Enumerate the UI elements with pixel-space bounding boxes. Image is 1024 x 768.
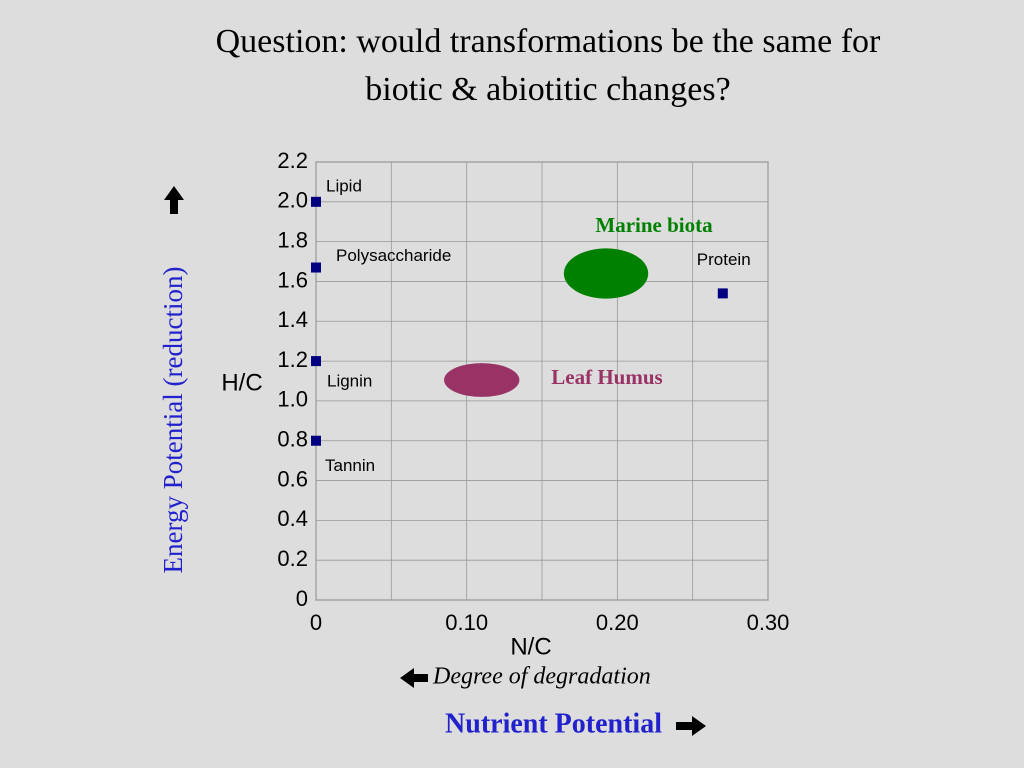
point-label: Tannin: [325, 456, 375, 475]
x-concept: Nutrient Potential: [445, 708, 662, 739]
point-label: Lignin: [327, 372, 372, 391]
point-label: Polysaccharide: [336, 246, 451, 265]
x-tick-label: 0.20: [596, 610, 639, 635]
x-tick-label: 0: [310, 610, 322, 635]
region-label: Leaf Humus: [551, 365, 662, 389]
point-label: Lipid: [326, 176, 362, 195]
x-label: N/C: [510, 633, 551, 660]
y-label: H/C: [221, 369, 262, 396]
x-tick-label: 0.30: [747, 610, 790, 635]
right-arrow: [676, 716, 706, 736]
y-tick-label: 0: [296, 586, 308, 611]
y-tick-label: 0.6: [277, 466, 308, 491]
point: [311, 262, 321, 273]
y-tick-label: 1.4: [277, 307, 308, 332]
title-line: biotic & abiotitic changes?: [365, 71, 730, 108]
region-label: Marine biota: [595, 213, 713, 237]
point: [311, 196, 321, 207]
plot: 0 0.2 0.4 0.6 0.8 1.0 1.2 1.4 1.6 1.8 2.0 2.2 0 0.10 0…: [277, 148, 789, 635]
y-concept: Energy Potential (reduction): [158, 267, 188, 574]
title-line: Question: would transformations be the s…: [216, 23, 881, 60]
left-arrow: [400, 668, 428, 688]
y-tick-label: 1.6: [277, 267, 308, 292]
point-label: Protein: [697, 250, 751, 269]
point: [311, 435, 321, 446]
x-note: Degree of degradation: [432, 664, 651, 690]
y-tick-label: 0.8: [277, 427, 308, 452]
point: [717, 288, 728, 299]
y-tick-label: 1.0: [277, 387, 308, 412]
up-arrow: [164, 186, 184, 214]
y-tick-label: 1.2: [277, 347, 308, 372]
y-tick-label: 1.8: [277, 227, 308, 252]
region: [444, 363, 520, 397]
point: [311, 356, 321, 367]
y-tick-label: 0.4: [277, 506, 308, 531]
region: [563, 248, 649, 299]
x-tick-label: 0.10: [445, 610, 488, 635]
y-tick-label: 0.2: [277, 546, 308, 571]
y-tick-label: 2.0: [277, 188, 308, 213]
y-tick-label: 2.2: [277, 148, 308, 173]
